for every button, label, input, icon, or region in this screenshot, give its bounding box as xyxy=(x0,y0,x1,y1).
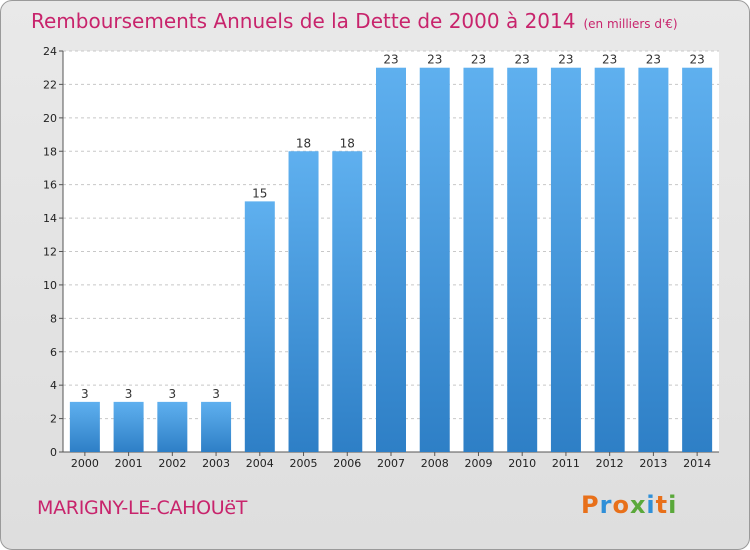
bar xyxy=(113,401,144,452)
bar xyxy=(157,401,188,452)
bar xyxy=(463,67,494,452)
x-tick-label: 2014 xyxy=(683,457,711,470)
x-tick-label: 2001 xyxy=(115,457,143,470)
bar-value-label: 23 xyxy=(515,53,530,67)
y-tick-label: 4 xyxy=(50,379,57,392)
x-tick-label: 2007 xyxy=(377,457,405,470)
bar-value-label: 18 xyxy=(340,136,355,150)
bar-value-label: 23 xyxy=(602,53,617,67)
x-tick-label: 2011 xyxy=(552,457,580,470)
logo-letter: t xyxy=(655,491,669,519)
bar xyxy=(638,67,669,452)
logo-letter: r xyxy=(599,491,613,519)
logo-letter: i xyxy=(646,491,656,519)
y-tick-label: 12 xyxy=(43,246,57,259)
bar xyxy=(594,67,625,452)
y-tick-label: 0 xyxy=(50,446,57,459)
bar xyxy=(69,401,100,452)
bar xyxy=(550,67,581,452)
logo-letter: i xyxy=(668,491,678,519)
bar xyxy=(332,151,363,452)
bar xyxy=(244,201,275,452)
bar-value-label: 23 xyxy=(471,53,486,67)
logo-letter: x xyxy=(629,491,647,519)
logo-letter: o xyxy=(612,491,630,519)
y-tick-label: 10 xyxy=(43,279,57,292)
x-tick-label: 2000 xyxy=(71,457,99,470)
x-tick-label: 2013 xyxy=(639,457,667,470)
chart-unit: (en milliers d'€) xyxy=(583,17,678,31)
x-tick-label: 2005 xyxy=(290,457,318,470)
bar-value-label: 23 xyxy=(427,53,442,67)
proxiti-logo: Proxiti xyxy=(581,491,677,519)
y-tick-label: 18 xyxy=(43,145,57,158)
bar xyxy=(201,401,232,452)
x-tick-label: 2012 xyxy=(596,457,624,470)
bar-value-label: 3 xyxy=(169,387,177,401)
logo-letter: P xyxy=(581,491,600,519)
y-tick-label: 6 xyxy=(50,346,57,359)
y-tick-label: 2 xyxy=(50,413,57,426)
bar-value-label: 3 xyxy=(81,387,89,401)
bar xyxy=(507,67,538,452)
y-tick-label: 14 xyxy=(43,212,57,225)
x-tick-label: 2004 xyxy=(246,457,274,470)
bar xyxy=(288,151,319,452)
x-tick-label: 2008 xyxy=(421,457,449,470)
bar xyxy=(419,67,450,452)
bar-value-label: 23 xyxy=(558,53,573,67)
bar xyxy=(682,67,713,452)
x-tick-label: 2010 xyxy=(508,457,536,470)
bar-value-label: 3 xyxy=(125,387,133,401)
bar xyxy=(376,67,406,452)
x-tick-label: 2003 xyxy=(202,457,230,470)
x-tick-label: 2009 xyxy=(464,457,492,470)
bar-value-label: 15 xyxy=(252,186,267,200)
bar-value-label: 3 xyxy=(212,387,220,401)
y-tick-label: 8 xyxy=(50,312,57,325)
chart-title: Remboursements Annuels de la Dette de 20… xyxy=(31,9,678,33)
y-tick-label: 16 xyxy=(43,179,57,192)
commune-name: MARIGNY-LE-CAHOUëT xyxy=(37,497,248,519)
y-tick-label: 20 xyxy=(43,112,57,125)
chart-title-text: Remboursements Annuels de la Dette de 20… xyxy=(31,9,576,33)
x-tick-label: 2006 xyxy=(333,457,361,470)
bar-value-label: 23 xyxy=(646,53,661,67)
bar-value-label: 23 xyxy=(383,53,398,67)
bar-value-label: 23 xyxy=(689,53,704,67)
y-tick-label: 24 xyxy=(43,45,57,58)
y-tick-label: 22 xyxy=(43,78,57,91)
bar-value-label: 18 xyxy=(296,136,311,150)
x-tick-label: 2002 xyxy=(158,457,186,470)
